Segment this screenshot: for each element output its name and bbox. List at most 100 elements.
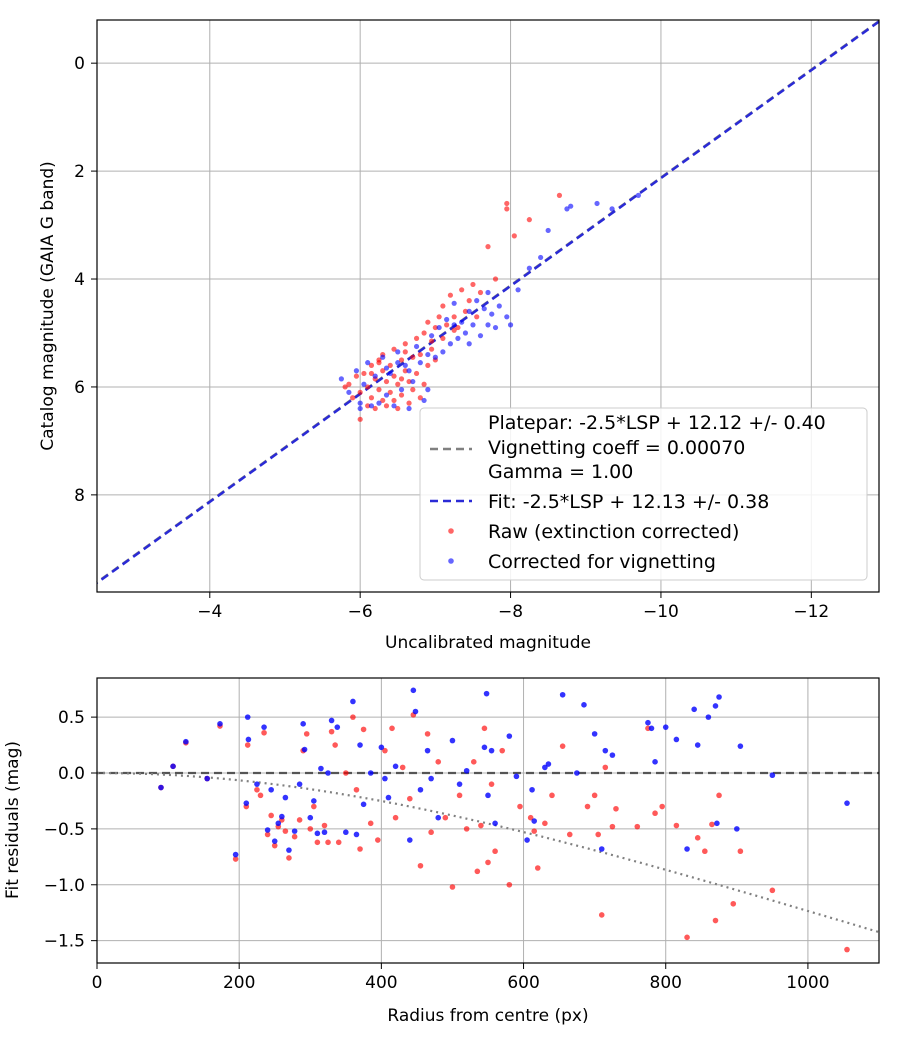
corrected-residual-point xyxy=(524,837,530,843)
top-y-tick-label: 0 xyxy=(74,54,85,74)
raw-residual-point xyxy=(303,731,310,737)
corrected-residual-point xyxy=(407,837,413,843)
raw-residual-point xyxy=(307,826,314,832)
bottom-x-tick-label: 800 xyxy=(650,973,682,993)
corrected-residual-point xyxy=(232,851,239,858)
corrected-point xyxy=(417,360,423,366)
corrected-point xyxy=(391,403,397,409)
raw-residual-point xyxy=(684,934,690,941)
corrected-residual-point xyxy=(737,743,744,749)
corrected-point xyxy=(444,316,450,323)
corrected-point xyxy=(406,368,412,374)
raw-residual-point xyxy=(737,848,744,855)
top-y-axis-label: Catalog magnitude (GAIA G band) xyxy=(38,161,58,451)
legend-info-line-2: Vignetting coeff = 0.00070 xyxy=(488,437,745,459)
top-corrected-points xyxy=(338,192,641,412)
corrected-point xyxy=(421,397,427,404)
corrected-residual-point xyxy=(485,792,491,799)
bottom-y-tick-label: 0.5 xyxy=(58,708,85,728)
corrected-point xyxy=(470,322,476,328)
corrected-residual-point xyxy=(716,694,722,700)
raw-residual-point xyxy=(271,842,278,849)
raw-residual-point xyxy=(478,822,484,829)
corrected-residual-point xyxy=(385,794,392,801)
raw-point xyxy=(425,362,431,368)
raw-residual-point xyxy=(456,792,463,799)
corrected-point xyxy=(462,330,469,336)
raw-residual-point xyxy=(314,839,321,846)
corrected-point xyxy=(429,333,435,339)
corrected-residual-point xyxy=(264,827,271,833)
corrected-residual-point xyxy=(545,761,552,767)
raw-residual-point xyxy=(609,823,616,830)
corrected-point xyxy=(406,405,412,412)
corrected-point xyxy=(477,333,484,339)
corrected-point xyxy=(459,319,465,325)
bottom-corrected-points xyxy=(158,687,850,858)
raw-residual-point xyxy=(311,803,317,810)
legend-info-line-1: Platepar: -2.5*LSP + 12.12 +/- 0.40 xyxy=(488,412,826,434)
corrected-residual-point xyxy=(301,746,308,753)
raw-point xyxy=(395,405,401,412)
corrected-point xyxy=(489,311,495,317)
raw-residual-point xyxy=(591,792,598,799)
corrected-residual-point xyxy=(254,781,260,787)
raw-residual-point xyxy=(360,726,367,733)
raw-residual-point xyxy=(712,917,719,924)
raw-residual-point xyxy=(584,803,591,810)
raw-point xyxy=(485,244,491,250)
corrected-point xyxy=(526,265,532,271)
raw-point xyxy=(451,314,457,320)
raw-residual-point xyxy=(769,887,776,894)
corrected-point xyxy=(376,400,382,406)
corrected-residual-point xyxy=(268,786,274,793)
top-raw-points xyxy=(342,192,563,422)
corrected-point xyxy=(466,341,472,347)
raw-residual-point xyxy=(417,862,424,869)
raw-residual-point xyxy=(673,822,680,829)
bottom-y-tick-label: −1.0 xyxy=(44,876,85,896)
raw-point xyxy=(470,281,476,288)
raw-point xyxy=(466,298,472,304)
corrected-residual-point xyxy=(170,763,176,770)
corrected-residual-point xyxy=(204,775,210,782)
raw-residual-point xyxy=(435,759,442,765)
corrected-point xyxy=(496,303,502,309)
raw-residual-point xyxy=(357,846,363,852)
raw-point xyxy=(504,206,510,212)
corrected-point xyxy=(436,324,442,331)
raw-point xyxy=(380,368,386,374)
corrected-residual-point xyxy=(392,763,399,770)
corrected-point xyxy=(425,351,431,358)
corrected-residual-point xyxy=(261,724,267,730)
raw-point xyxy=(511,233,517,239)
raw-point xyxy=(429,346,435,352)
corrected-residual-point xyxy=(279,813,285,820)
corrected-residual-point xyxy=(245,736,252,743)
corrected-residual-point xyxy=(424,747,431,754)
bottom-x-axis-label: Radius from centre (px) xyxy=(387,1006,588,1026)
corrected-point xyxy=(538,254,544,261)
raw-point xyxy=(346,381,352,387)
raw-residual-point xyxy=(389,725,395,732)
raw-residual-point xyxy=(424,731,431,737)
corrected-residual-point xyxy=(712,703,719,709)
corrected-point xyxy=(515,287,521,293)
corrected-point xyxy=(507,322,514,328)
corrected-point xyxy=(481,306,487,312)
corrected-residual-point xyxy=(705,714,712,720)
top-fit-lines xyxy=(96,20,880,584)
raw-point xyxy=(556,192,563,198)
raw-residual-point xyxy=(332,742,338,748)
raw-point xyxy=(398,376,405,382)
bottom-model-lines xyxy=(97,771,880,934)
raw-residual-point xyxy=(485,859,491,866)
raw-point xyxy=(444,322,450,328)
corrected-point xyxy=(357,405,363,412)
corrected-residual-point xyxy=(481,744,488,751)
raw-residual-point xyxy=(335,839,342,846)
raw-residual-point xyxy=(428,829,434,836)
top-x-tick-label: −6 xyxy=(348,602,373,622)
corrected-residual-point xyxy=(243,800,250,806)
corrected-residual-point xyxy=(691,706,697,713)
